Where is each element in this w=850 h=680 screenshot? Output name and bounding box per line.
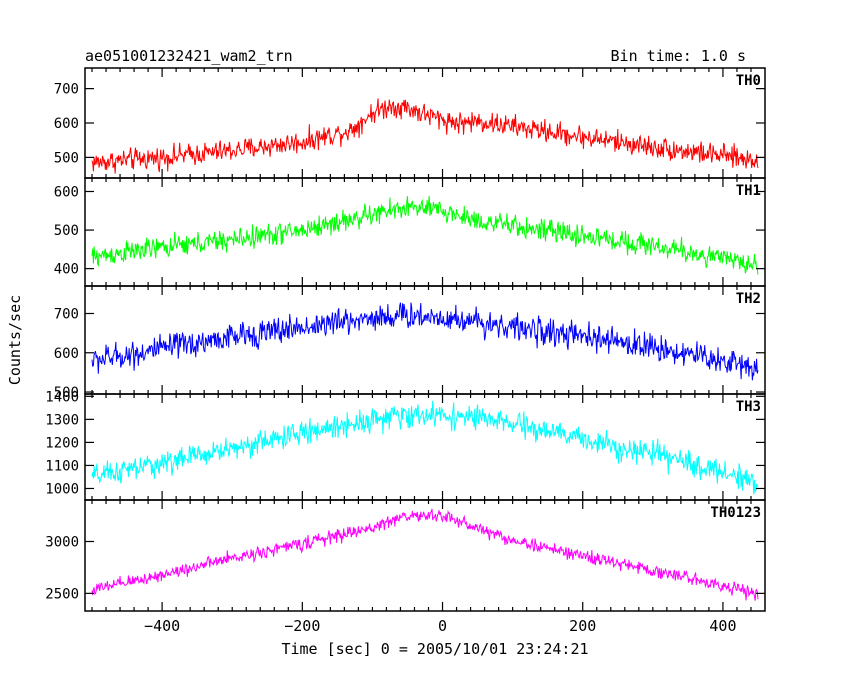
bin-time-label: Bin time: 1.0 s — [611, 47, 746, 65]
panel-frame-th3 — [84, 393, 766, 501]
y-tick-label: 600 — [54, 185, 79, 201]
panel-frame-th0123 — [84, 499, 766, 612]
panel-label-th1: TH1 — [736, 183, 761, 199]
panels-group: 500 600 700 TH0 400 500 600 TH1 500 600 700 TH2 1000… — [45, 67, 766, 635]
y-tick-label: 1300 — [45, 412, 79, 428]
y-axis-label: Counts/sec — [6, 295, 24, 385]
y-tick-label: 1200 — [45, 435, 79, 451]
y-tick-label: 700 — [54, 306, 79, 322]
y-tick-label: 2500 — [45, 586, 79, 602]
series-line-th0123 — [91, 508, 759, 601]
y-tick-label: 1000 — [45, 481, 79, 497]
y-tick-label: 3000 — [45, 534, 79, 550]
panel-label-th0: TH0 — [736, 73, 761, 89]
panel-label-th3: TH3 — [736, 399, 761, 415]
x-tick-label: −200 — [284, 617, 320, 635]
x-tick-label: 400 — [709, 617, 736, 635]
y-tick-label: 700 — [54, 82, 79, 98]
y-tick-label: 1100 — [45, 458, 79, 474]
x-axis-label: Time [sec] 0 = 2005/10/01 23:24:21 — [281, 640, 588, 658]
x-tick-label: −400 — [144, 617, 180, 635]
y-tick-label: 1400 — [45, 389, 79, 405]
y-tick-label: 600 — [54, 346, 79, 362]
x-tick-label: 200 — [569, 617, 596, 635]
panel-frame-th1 — [84, 177, 766, 287]
y-tick-label: 600 — [54, 116, 79, 132]
series-line-th3 — [91, 400, 759, 495]
series-line-th1 — [91, 195, 759, 275]
panel-label-th0123: TH0123 — [710, 505, 761, 521]
y-tick-label: 500 — [54, 385, 79, 401]
series-line-th0 — [91, 98, 759, 174]
series-line-th2 — [91, 302, 759, 381]
y-tick-label: 500 — [54, 150, 79, 166]
chart-title: ae051001232421_wam2_trn — [85, 47, 293, 65]
y-tick-label: 400 — [54, 262, 79, 278]
panel-frame-th0 — [84, 67, 766, 179]
panel-frame-th2 — [84, 285, 766, 395]
panel-label-th2: TH2 — [736, 291, 761, 307]
x-tick-label: 0 — [438, 617, 447, 635]
y-tick-label: 500 — [54, 223, 79, 239]
